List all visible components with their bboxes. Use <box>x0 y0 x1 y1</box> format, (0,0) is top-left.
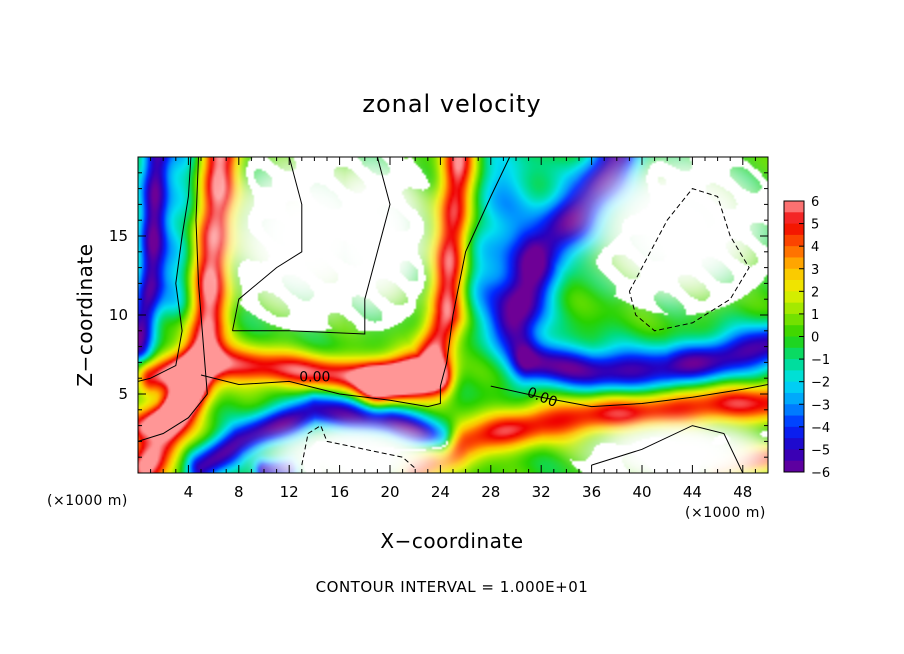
colorbar-swatch <box>784 415 804 428</box>
x-axis-label: X−coordinate <box>380 529 523 553</box>
colorbar-swatch <box>784 370 804 383</box>
contour-lines <box>138 157 768 473</box>
x-unit-right: (×1000 m) <box>685 505 766 521</box>
colorbar-swatch <box>784 449 804 462</box>
colorbar-swatch <box>784 223 804 236</box>
colorbar-swatch <box>784 313 804 326</box>
colorbar-swatch <box>784 392 804 405</box>
x-tick-label: 24 <box>431 483 450 501</box>
chart-title: zonal velocity <box>362 90 541 118</box>
colorbar-swatch <box>784 336 804 349</box>
contour-line-2 <box>138 157 208 442</box>
colorbar-tick-label: 3 <box>811 263 819 278</box>
colorbar-swatch <box>784 438 804 450</box>
colorbar-swatch <box>784 347 804 360</box>
colorbar: 6 5 4 3 2 1 0 −1 −2 −3 −4 −5 −6 <box>783 195 830 481</box>
y-axis-label: Z−coordinate <box>73 243 97 386</box>
colorbar-swatch <box>784 246 804 258</box>
y-tick-label: 10 <box>109 306 128 324</box>
colorbar-swatch <box>784 325 804 337</box>
colorbar-tick-label: −5 <box>811 443 830 458</box>
colorbar-tick-label: −4 <box>811 421 830 436</box>
colorbar-tick-label: 0 <box>811 331 819 346</box>
x-tick-label: 20 <box>380 483 399 501</box>
x-tick-label: 28 <box>481 483 500 501</box>
contour-line-1 <box>200 157 511 408</box>
contour-line-6 <box>591 425 744 473</box>
colorbar-swatch <box>784 381 804 394</box>
contour-line-3 <box>490 384 768 408</box>
x-tick-label: 32 <box>532 483 551 501</box>
colorbar-swatch <box>784 291 804 304</box>
colorbar-tick-label: 6 <box>811 195 819 210</box>
y-tick-label: 15 <box>109 227 128 245</box>
colorbar-swatch <box>784 201 804 213</box>
colorbar-swatch <box>784 234 804 247</box>
x-tick-label: 40 <box>632 483 651 501</box>
colorbar-tick-label: 2 <box>811 285 819 300</box>
colorbar-swatch <box>784 404 804 416</box>
x-tick-label: 12 <box>280 483 299 501</box>
colorbar-tick-label: 4 <box>811 240 819 255</box>
colorbar-tick-label: 5 <box>811 218 819 233</box>
colorbar-swatch <box>784 268 804 281</box>
x-unit-left: (×1000 m) <box>47 493 128 509</box>
contour-line-4 <box>232 157 303 331</box>
contour-line-8 <box>301 424 416 469</box>
x-tick-label: 4 <box>184 483 194 501</box>
colorbar-tick-label: 1 <box>811 308 819 323</box>
x-tick-label: 48 <box>733 483 752 501</box>
x-tick-label: 8 <box>234 483 244 501</box>
contour-line-5 <box>232 157 391 335</box>
colorbar-tick-label: −2 <box>811 376 830 391</box>
x-tick-label: 16 <box>330 483 349 501</box>
colorbar-tick-label: −1 <box>811 353 830 368</box>
colorbar-swatch <box>784 257 804 270</box>
y-tick-label: 5 <box>118 385 128 403</box>
x-tick-label: 36 <box>582 483 601 501</box>
contour-label-0: 0.00 <box>299 369 330 385</box>
colorbar-swatch <box>784 359 804 371</box>
colorbar-swatch <box>784 212 804 224</box>
contour-line-0 <box>138 157 192 382</box>
colorbar-swatch <box>784 460 804 473</box>
colorbar-swatch <box>784 302 804 315</box>
x-tick-label: 44 <box>683 483 702 501</box>
colorbar-tick-label: −6 <box>811 466 830 481</box>
x-axis: 4 8 12 16 20 24 28 32 36 40 44 48 <box>150 157 756 501</box>
colorbar-tick-label: −3 <box>811 398 830 413</box>
y-axis: 5 10 15 <box>109 172 768 458</box>
colorbar-swatch <box>784 280 804 292</box>
colorbar-swatch <box>784 426 804 439</box>
contour-interval-note: CONTOUR INTERVAL = 1.000E+01 <box>316 578 589 596</box>
